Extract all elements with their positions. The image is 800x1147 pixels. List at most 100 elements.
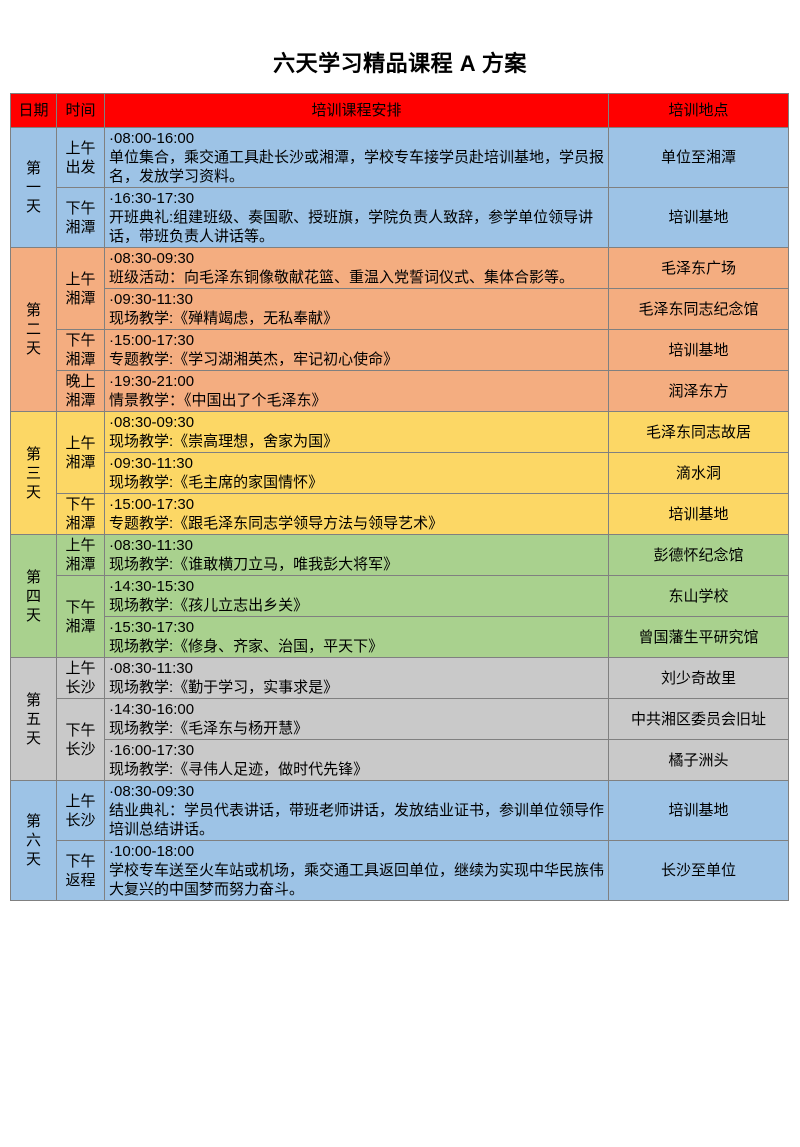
table-row: ·16:00-17:30 现场教学:《寻伟人足迹，做时代先锋》 橘子洲头 [10,739,789,781]
course-arrangement-cell: ·09:30-11:30 现场教学:《毛主席的家国情怀》 [104,452,609,494]
course-arrangement-cell: ·08:30-09:30 现场教学:《崇高理想，舍家为国》 [104,411,609,453]
session-time-line: 湘潭 [65,453,96,471]
session-time-line: 湘潭 [65,351,96,368]
course-arrangement-cell: ·19:30-21:00 情景教学：《中国出了个毛泽东》 [104,370,609,412]
session-time-cell: 下午 长沙 [56,698,105,781]
day-label-char: 三 [25,464,41,482]
time-range: ·14:30-16:00 [109,701,195,718]
day-label-char: 第 [25,160,41,177]
day-label-char: 天 [25,198,41,215]
table-row: ·15:30-17:30 现场教学:《修身、齐家、治国，平天下》 曾国藩生平研究馆 [10,616,789,658]
session-time-line: 上午 [65,537,96,554]
course-description: 开班典礼:组建班级、奏国歌、授班旗，学院负责人致辞，参学单位领导讲话，带班负责人… [109,209,594,245]
time-range: ·08:00-16:00 [109,130,195,147]
course-arrangement-cell: ·14:30-16:00 现场教学:《毛泽东与杨开慧》 [104,698,609,740]
column-header-date: 日期 [10,93,57,128]
course-arrangement-cell: ·16:00-17:30 现场教学:《寻伟人足迹，做时代先锋》 [104,739,609,781]
course-description: 班级活动：向毛泽东铜像敬献花篮、重温入党誓词仪式、集体合影等。 [109,269,575,286]
day-label-char: 四 [25,587,41,605]
session-time-line: 上午 [65,139,96,157]
session-time-cell: 下午 湘潭 [56,575,105,658]
training-place-cell: 东山学校 [608,575,789,617]
course-arrangement-cell: ·08:30-09:30 结业典礼：学员代表讲话，带班老师讲话，发放结业证书，参训… [104,780,609,841]
day-label-char: 天 [25,483,41,501]
session-time-cell: 上午 湘潭 [56,247,105,330]
day-label-char: 天 [25,606,41,624]
course-arrangement-cell: ·09:30-11:30 现场教学:《殚精竭虑，无私奉献》 [104,288,609,330]
training-place-cell: 滴水洞 [608,452,789,494]
session-time-line: 下午 [65,496,96,513]
table-row: 下午 湘潭 ·16:30-17:30 开班典礼:组建班级、奏国歌、授班旗，学院负责人致… [10,187,789,248]
course-arrangement-cell: ·10:00-18:00 学校专车送至火车站或机场，乘交通工具返回单位，继续为实现… [104,840,609,901]
day-label-char: 二 [25,321,41,338]
time-range: ·16:00-17:30 [109,742,195,759]
page-title: 六天学习精品课程 A 方案 [273,51,527,76]
schedule-table: 日期 时间 培训课程安排 培训地点 第一天上午 出发 ·08:00-16:00 单位集… [10,93,789,901]
course-arrangement-cell: ·16:30-17:30 开班典礼:组建班级、奏国歌、授班旗，学院负责人致辞，参学… [104,187,609,248]
session-time-line: 长沙 [65,811,96,829]
course-arrangement-cell: ·08:30-09:30 班级活动：向毛泽东铜像敬献花篮、重温入党誓词仪式、集体合… [104,247,609,289]
day-label-cell: 第三天 [10,411,57,535]
session-time-cell: 下午 湘潭 [56,187,105,248]
session-time-cell: 上午 长沙 [56,657,105,699]
time-range: ·09:30-11:30 [109,291,193,308]
day-label-cell: 第二天 [10,247,57,412]
day-label-char: 天 [25,340,41,357]
course-arrangement-cell: ·14:30-15:30 现场教学:《孩儿立志出乡关》 [104,575,609,617]
time-range: ·08:30-11:30 [109,537,193,554]
course-description: 单位集合，乘交通工具赴长沙或湘潭，学校专车接学员赴培训基地，学员报名，发放学习资… [109,149,605,185]
session-time-line: 长沙 [65,740,96,758]
session-time-line: 湘潭 [65,515,96,532]
time-range: ·14:30-15:30 [109,578,195,595]
day-label-char: 天 [25,851,41,868]
session-time-line: 下午 [65,598,96,616]
training-place-cell: 长沙至单位 [608,840,789,901]
session-time-line: 晚上 [65,373,96,390]
course-description: 现场教学:《崇高理想，舍家为国》 [109,433,339,450]
session-time-cell: 上午 出发 [56,127,105,188]
course-arrangement-cell: ·08:30-11:30 现场教学:《谁敢横刀立马，唯我彭大将军》 [104,534,609,576]
table-row: 晚上 湘潭 ·19:30-21:00 情景教学：《中国出了个毛泽东》 润泽东方 [10,370,789,412]
course-description: 现场教学:《修身、齐家、治国，平天下》 [109,638,384,655]
training-place-cell: 曾国藩生平研究馆 [608,616,789,658]
time-range: ·08:30-09:30 [109,414,195,431]
session-time-cell: 下午 返程 [56,840,105,901]
time-range: ·08:30-09:30 [109,250,195,267]
session-time-line: 下午 [65,332,96,349]
day-label-char: 五 [25,710,41,728]
course-description: 现场教学:《殚精竭虑，无私奉献》 [109,310,339,327]
course-description: 情景教学：《中国出了个毛泽东》 [109,392,327,409]
training-place-cell: 培训基地 [608,329,789,371]
time-range: ·08:30-11:30 [109,660,193,677]
course-description: 现场教学:《毛主席的家国情怀》 [109,474,324,491]
time-range: ·08:30-09:30 [109,783,195,800]
course-arrangement-cell: ·15:00-17:30 专题教学:《跟毛泽东同志学领导方法与领导艺术》 [104,493,609,535]
table-row: 第五天上午 长沙 ·08:30-11:30 现场教学:《勤于学习，实事求是》 刘少奇故里 [10,657,789,781]
course-description: 专题教学:《学习湖湘英杰，牢记初心使命》 [109,351,399,368]
training-place-cell: 橘子洲头 [608,739,789,781]
session-time-line: 湘潭 [65,556,96,573]
day-label-cell: 第五天 [10,657,57,781]
session-time-line: 下午 [65,852,96,870]
session-time-cell: 下午 湘潭 [56,493,105,535]
time-range: ·15:00-17:30 [109,332,195,349]
course-arrangement-cell: ·08:00-16:00 单位集合，乘交通工具赴长沙或湘潭，学校专车接学员赴培训基… [104,127,609,188]
table-header-row: 日期 时间 培训课程安排 培训地点 [10,93,789,128]
session-time-line: 湘潭 [65,392,96,409]
day-label-cell: 第六天 [10,780,57,901]
course-description: 现场教学:《孩儿立志出乡关》 [109,597,309,614]
session-time-cell: 下午 湘潭 [56,329,105,371]
training-place-cell: 毛泽东广场 [608,247,789,289]
course-description: 学校专车送至火车站或机场，乘交通工具返回单位，继续为实现中华民族伟大复兴的中国梦… [109,862,605,898]
session-time-cell: 上午 湘潭 [56,411,105,494]
table-row: 第三天上午 湘潭 ·08:30-09:30 现场教学:《崇高理想，舍家为国》 毛泽东同志… [10,411,789,535]
day-label-char: 第 [25,813,41,830]
time-range: ·10:00-18:00 [109,843,195,860]
training-place-cell: 刘少奇故里 [608,657,789,699]
course-description: 结业典礼：学员代表讲话，带班老师讲话，发放结业证书，参训单位领导作培训总结讲话。 [109,802,605,838]
session-time-line: 上午 [65,660,96,677]
day-label-char: 六 [25,832,41,849]
session-time-cell: 晚上 湘潭 [56,370,105,412]
session-time-line: 返程 [65,871,96,889]
